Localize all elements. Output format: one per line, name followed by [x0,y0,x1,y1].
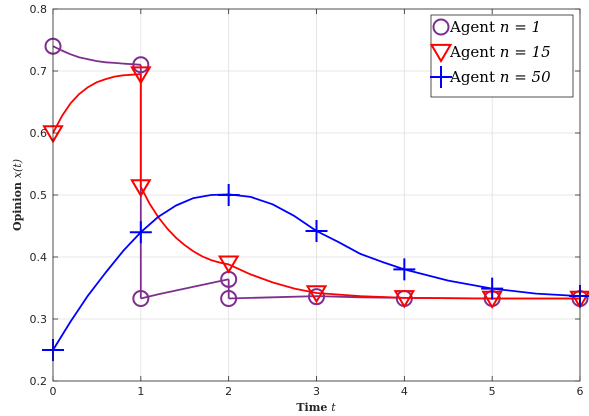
data-point [129,221,152,244]
data-point [130,66,152,85]
series-line [52,193,581,351]
data-point [132,56,150,74]
ticks: 0 1 2 3 4 5 6 0.2 0.3 0.4 0.5 0.6 0.7 0.8 [30,3,584,398]
data-point [393,290,416,309]
y-tick-label: 0.4 [30,251,48,264]
data-point [305,285,328,304]
y-tick-label: 0.7 [30,65,48,78]
legend-label-1: Agent n = 15 [449,43,551,61]
legend-label-2: Agent n = 50 [449,68,551,86]
data-point [220,290,238,308]
x-tick-label: 4 [401,385,408,398]
y-tick-label: 0.8 [30,3,48,16]
data-point [481,277,504,300]
data-point [305,219,328,242]
series-1 [42,66,589,310]
legend: Agent n = 1 Agent n = 15 Agent n = 50 [429,14,574,98]
x-axis-label: Time t [296,401,336,414]
data-point [393,258,416,281]
legend-box [430,14,574,98]
x-tick-label: 1 [137,385,144,398]
x-tick-label: 3 [313,385,320,398]
x-tick-label: 0 [50,385,57,398]
legend-marker-2 [430,66,452,88]
series-line [52,73,141,134]
y-axis-label: Opinion x(t) [11,159,24,231]
data-point [132,290,150,308]
y-tick-label: 0.3 [30,313,48,326]
y-tick-label: 0.5 [30,189,48,202]
x-tick-label: 6 [577,385,584,398]
legend-label-0: Agent n = 1 [449,18,541,36]
series-line [52,45,141,66]
data-point [217,255,240,274]
series-line [140,186,580,300]
legend-marker-0 [432,18,450,36]
x-tick-label: 2 [225,385,232,398]
legend-marker-1 [429,43,453,63]
series-line [140,278,229,300]
y-tick-label: 0.2 [30,375,48,388]
y-tick-label: 0.6 [30,127,48,140]
data-point [308,288,325,306]
data-point [217,184,240,206]
data-point [130,179,152,198]
x-tick-label: 5 [489,385,496,398]
